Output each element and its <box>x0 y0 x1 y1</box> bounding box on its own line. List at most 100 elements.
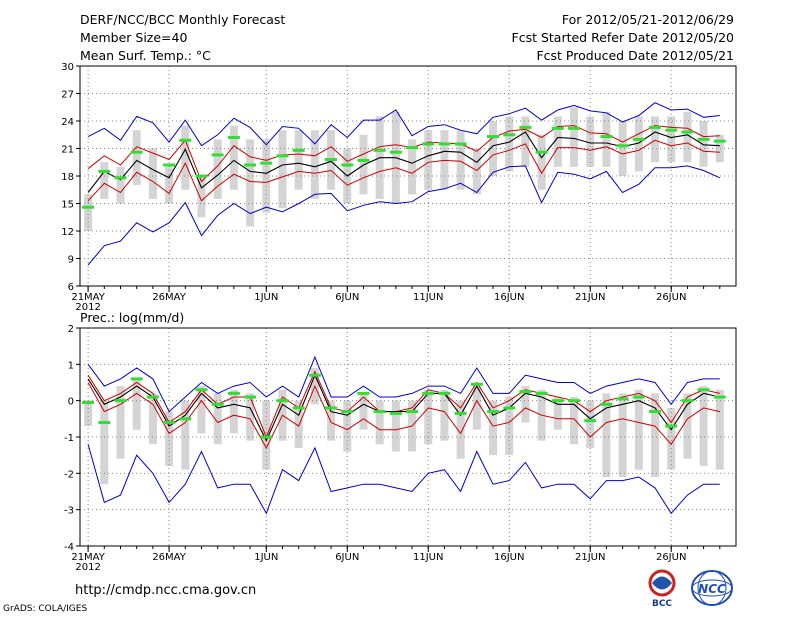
observed-mark-2-21 <box>406 410 419 414</box>
x-tick-label: 21MAY <box>71 292 105 303</box>
y-tick-label: 15 <box>61 200 74 211</box>
observed-mark-1-34 <box>616 144 629 148</box>
spread-box-2-17 <box>343 400 352 452</box>
y-tick-label: -1 <box>64 433 74 444</box>
y-tick-label: -4 <box>64 542 74 553</box>
spread-box-1-5 <box>148 148 157 199</box>
spread-box-2-28 <box>521 386 530 423</box>
observed-mark-1-39 <box>697 137 710 141</box>
member-size-label: Member Size=40 <box>80 30 188 45</box>
observed-mark-2-8 <box>195 388 208 392</box>
spread-box-2-37 <box>667 407 676 470</box>
variable-label: Mean Surf. Temp.: °C <box>80 48 211 63</box>
spread-box-2-31 <box>570 397 579 445</box>
observed-mark-2-30 <box>551 399 564 403</box>
spread-box-2-33 <box>602 393 611 477</box>
x-tick-year: 2012 <box>75 562 100 573</box>
observed-mark-2-15 <box>308 373 321 377</box>
series-max-line-1 <box>87 102 720 147</box>
y-tick-label: 27 <box>61 90 74 101</box>
observed-mark-2-26 <box>487 410 500 414</box>
observed-mark-1-11 <box>244 163 257 167</box>
ncc-logo-text: NCC <box>698 582 726 596</box>
spread-box-2-23 <box>440 389 449 441</box>
source-url[interactable]: http://cmdp.ncc.cma.gov.cn <box>75 583 257 598</box>
precip-panel-title: Prec.: log(mm/d) <box>80 310 184 325</box>
observed-mark-2-40 <box>713 395 726 399</box>
observed-mark-2-3 <box>114 399 127 403</box>
spread-box-1-28 <box>521 116 530 167</box>
x-tick-year: 2012 <box>75 302 100 313</box>
observed-mark-1-21 <box>406 146 419 150</box>
spread-box-2-24 <box>456 400 465 459</box>
spread-box-1-2 <box>100 162 109 199</box>
spread-box-2-14 <box>294 400 303 448</box>
observed-mark-1-23 <box>438 142 451 146</box>
x-tick-label: 26MAY <box>152 552 186 563</box>
observed-mark-2-13 <box>276 399 289 403</box>
y-tick-label: 24 <box>61 117 74 128</box>
spread-box-1-30 <box>553 116 562 167</box>
spread-box-1-13 <box>278 130 287 209</box>
observed-mark-2-18 <box>357 391 370 395</box>
y-tick-label: 30 <box>61 62 74 73</box>
observed-mark-2-23 <box>438 391 451 395</box>
observed-mark-1-10 <box>227 136 240 139</box>
observed-mark-1-8 <box>195 174 208 178</box>
observed-mark-2-2 <box>98 420 111 424</box>
spread-box-2-36 <box>651 393 660 477</box>
observed-mark-1-26 <box>487 135 500 139</box>
spread-box-2-27 <box>505 397 514 456</box>
observed-mark-1-37 <box>665 128 678 132</box>
x-tick-label: 16JUN <box>494 552 524 563</box>
observed-mark-1-3 <box>114 176 127 180</box>
observed-mark-2-7 <box>179 417 192 421</box>
observed-mark-2-17 <box>341 410 354 414</box>
observed-mark-2-34 <box>616 397 629 401</box>
series-max-line-2 <box>87 355 720 413</box>
spread-box-2-20 <box>391 400 400 452</box>
observed-mark-2-22 <box>422 391 435 395</box>
produced-date-label: Fcst Produced Date 2012/05/21 <box>536 48 734 63</box>
spread-box-2-12 <box>262 400 271 470</box>
bcc-logo-text: BCC <box>652 599 672 608</box>
spread-box-2-40 <box>715 389 724 470</box>
observed-mark-1-31 <box>568 126 581 130</box>
observed-mark-1-2 <box>98 169 111 173</box>
spread-box-1-11 <box>246 139 255 227</box>
series-lower-line-1 <box>87 139 720 202</box>
observed-mark-2-29 <box>535 391 548 395</box>
observed-mark-1-24 <box>454 142 467 146</box>
observed-mark-1-7 <box>179 138 192 142</box>
observed-mark-2-5 <box>146 395 159 399</box>
observed-mark-2-28 <box>519 390 532 394</box>
spread-box-2-1 <box>84 400 93 427</box>
observed-mark-1-9 <box>211 153 224 157</box>
spread-box-1-14 <box>294 130 303 190</box>
spread-box-2-11 <box>246 393 255 441</box>
series-mean-line-1 <box>87 131 720 193</box>
spread-box-1-3 <box>116 166 125 204</box>
spread-box-1-24 <box>456 130 465 190</box>
spread-box-2-26 <box>489 400 498 456</box>
y-tick-label: -3 <box>64 506 74 517</box>
observed-mark-2-6 <box>163 420 176 424</box>
spread-box-1-29 <box>537 134 546 190</box>
spread-box-2-3 <box>116 386 125 459</box>
spread-box-2-5 <box>148 393 157 445</box>
spread-box-2-2 <box>100 400 109 485</box>
spread-box-1-26 <box>489 121 498 176</box>
start-date-label: Fcst Started Refer Date 2012/05/20 <box>511 30 735 45</box>
observed-mark-1-20 <box>389 150 402 154</box>
observed-mark-2-38 <box>681 399 694 403</box>
series-min-line-2 <box>87 444 720 515</box>
y-tick-label: 1 <box>68 360 74 371</box>
spread-box-1-27 <box>505 116 514 172</box>
observed-mark-2-25 <box>470 382 483 386</box>
observed-mark-2-12 <box>260 435 273 439</box>
spread-box-1-37 <box>667 116 676 163</box>
observed-mark-1-40 <box>713 139 726 143</box>
spread-box-1-8 <box>197 176 206 218</box>
observed-mark-2-39 <box>697 388 710 392</box>
spread-box-1-15 <box>310 130 319 199</box>
